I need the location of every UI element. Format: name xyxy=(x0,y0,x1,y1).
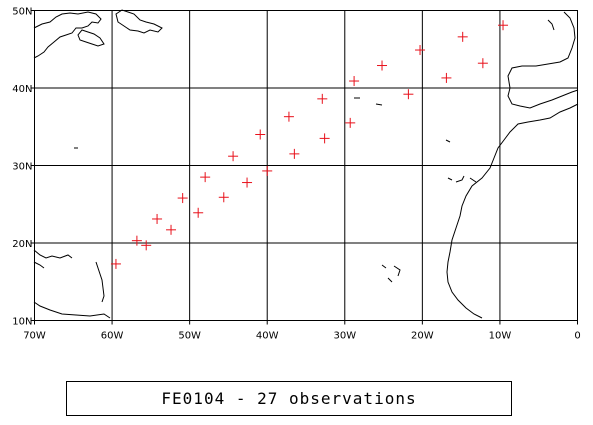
observation-point xyxy=(228,151,239,162)
observation-point xyxy=(415,45,426,56)
coastline-cape-breton xyxy=(77,29,105,47)
observation-point xyxy=(345,117,356,128)
coastline-azores xyxy=(354,97,383,106)
observation-markers xyxy=(110,20,509,269)
y-tick-label: 10N xyxy=(12,317,32,328)
observation-point xyxy=(319,133,330,144)
observation-point xyxy=(242,177,253,188)
x-tick-label: 10W xyxy=(489,331,512,342)
coastline-north-america xyxy=(33,11,102,59)
gridlines xyxy=(34,10,578,321)
x-tick-label: 60W xyxy=(101,331,124,342)
observation-point xyxy=(457,31,468,42)
observation-point xyxy=(177,193,188,204)
observation-point xyxy=(131,235,142,246)
x-axis-ticks: 70W 60W 50W 40W 30W 20W 10W 0 xyxy=(23,320,581,342)
coastline-caribbean-west xyxy=(33,249,73,259)
observation-point xyxy=(498,20,509,31)
y-tick-label: 40N xyxy=(12,84,32,95)
x-tick-label: 20W xyxy=(411,331,434,342)
observation-point xyxy=(200,172,211,183)
coastline-cape-verde xyxy=(381,264,401,283)
x-tick-label: 50W xyxy=(178,331,201,342)
observation-point xyxy=(218,192,229,203)
observation-point xyxy=(166,224,177,235)
caption-title: FE0104 - 27 observations xyxy=(161,389,417,408)
observation-point xyxy=(141,240,152,251)
observation-point xyxy=(262,165,273,176)
coastline-canary-islands xyxy=(447,175,477,183)
coastline-europe-africa xyxy=(446,11,579,319)
y-tick-label: 20N xyxy=(12,239,32,250)
y-axis-ticks: 10N 20N 30N 40N 50N xyxy=(12,7,35,328)
observation-point xyxy=(317,93,328,104)
observation-point xyxy=(255,129,266,140)
y-tick-label: 30N xyxy=(12,162,32,173)
observation-point xyxy=(477,58,488,69)
observation-point xyxy=(193,207,204,218)
x-tick-label: 0 xyxy=(574,331,580,342)
y-tick-label: 50N xyxy=(12,7,32,18)
observation-point xyxy=(289,148,300,159)
x-tick-label: 70W xyxy=(23,331,46,342)
coastline-newfoundland xyxy=(115,9,163,34)
caption-box: FE0104 - 27 observations xyxy=(66,381,512,416)
observation-point xyxy=(403,89,414,100)
x-tick-label: 40W xyxy=(256,331,279,342)
coastline-lesser-antilles xyxy=(95,261,105,303)
coastline-uk xyxy=(547,19,555,31)
observation-point xyxy=(152,213,163,224)
x-tick-label: 30W xyxy=(333,331,356,342)
observation-point xyxy=(110,258,121,269)
observation-point xyxy=(441,72,452,83)
observation-point xyxy=(283,111,294,122)
coastline-hispaniola xyxy=(33,261,45,269)
coastline-madeira xyxy=(445,139,451,143)
coastlines xyxy=(33,9,579,319)
observation-point xyxy=(377,60,388,71)
coastline-south-america xyxy=(33,301,111,319)
observation-point xyxy=(349,76,360,87)
